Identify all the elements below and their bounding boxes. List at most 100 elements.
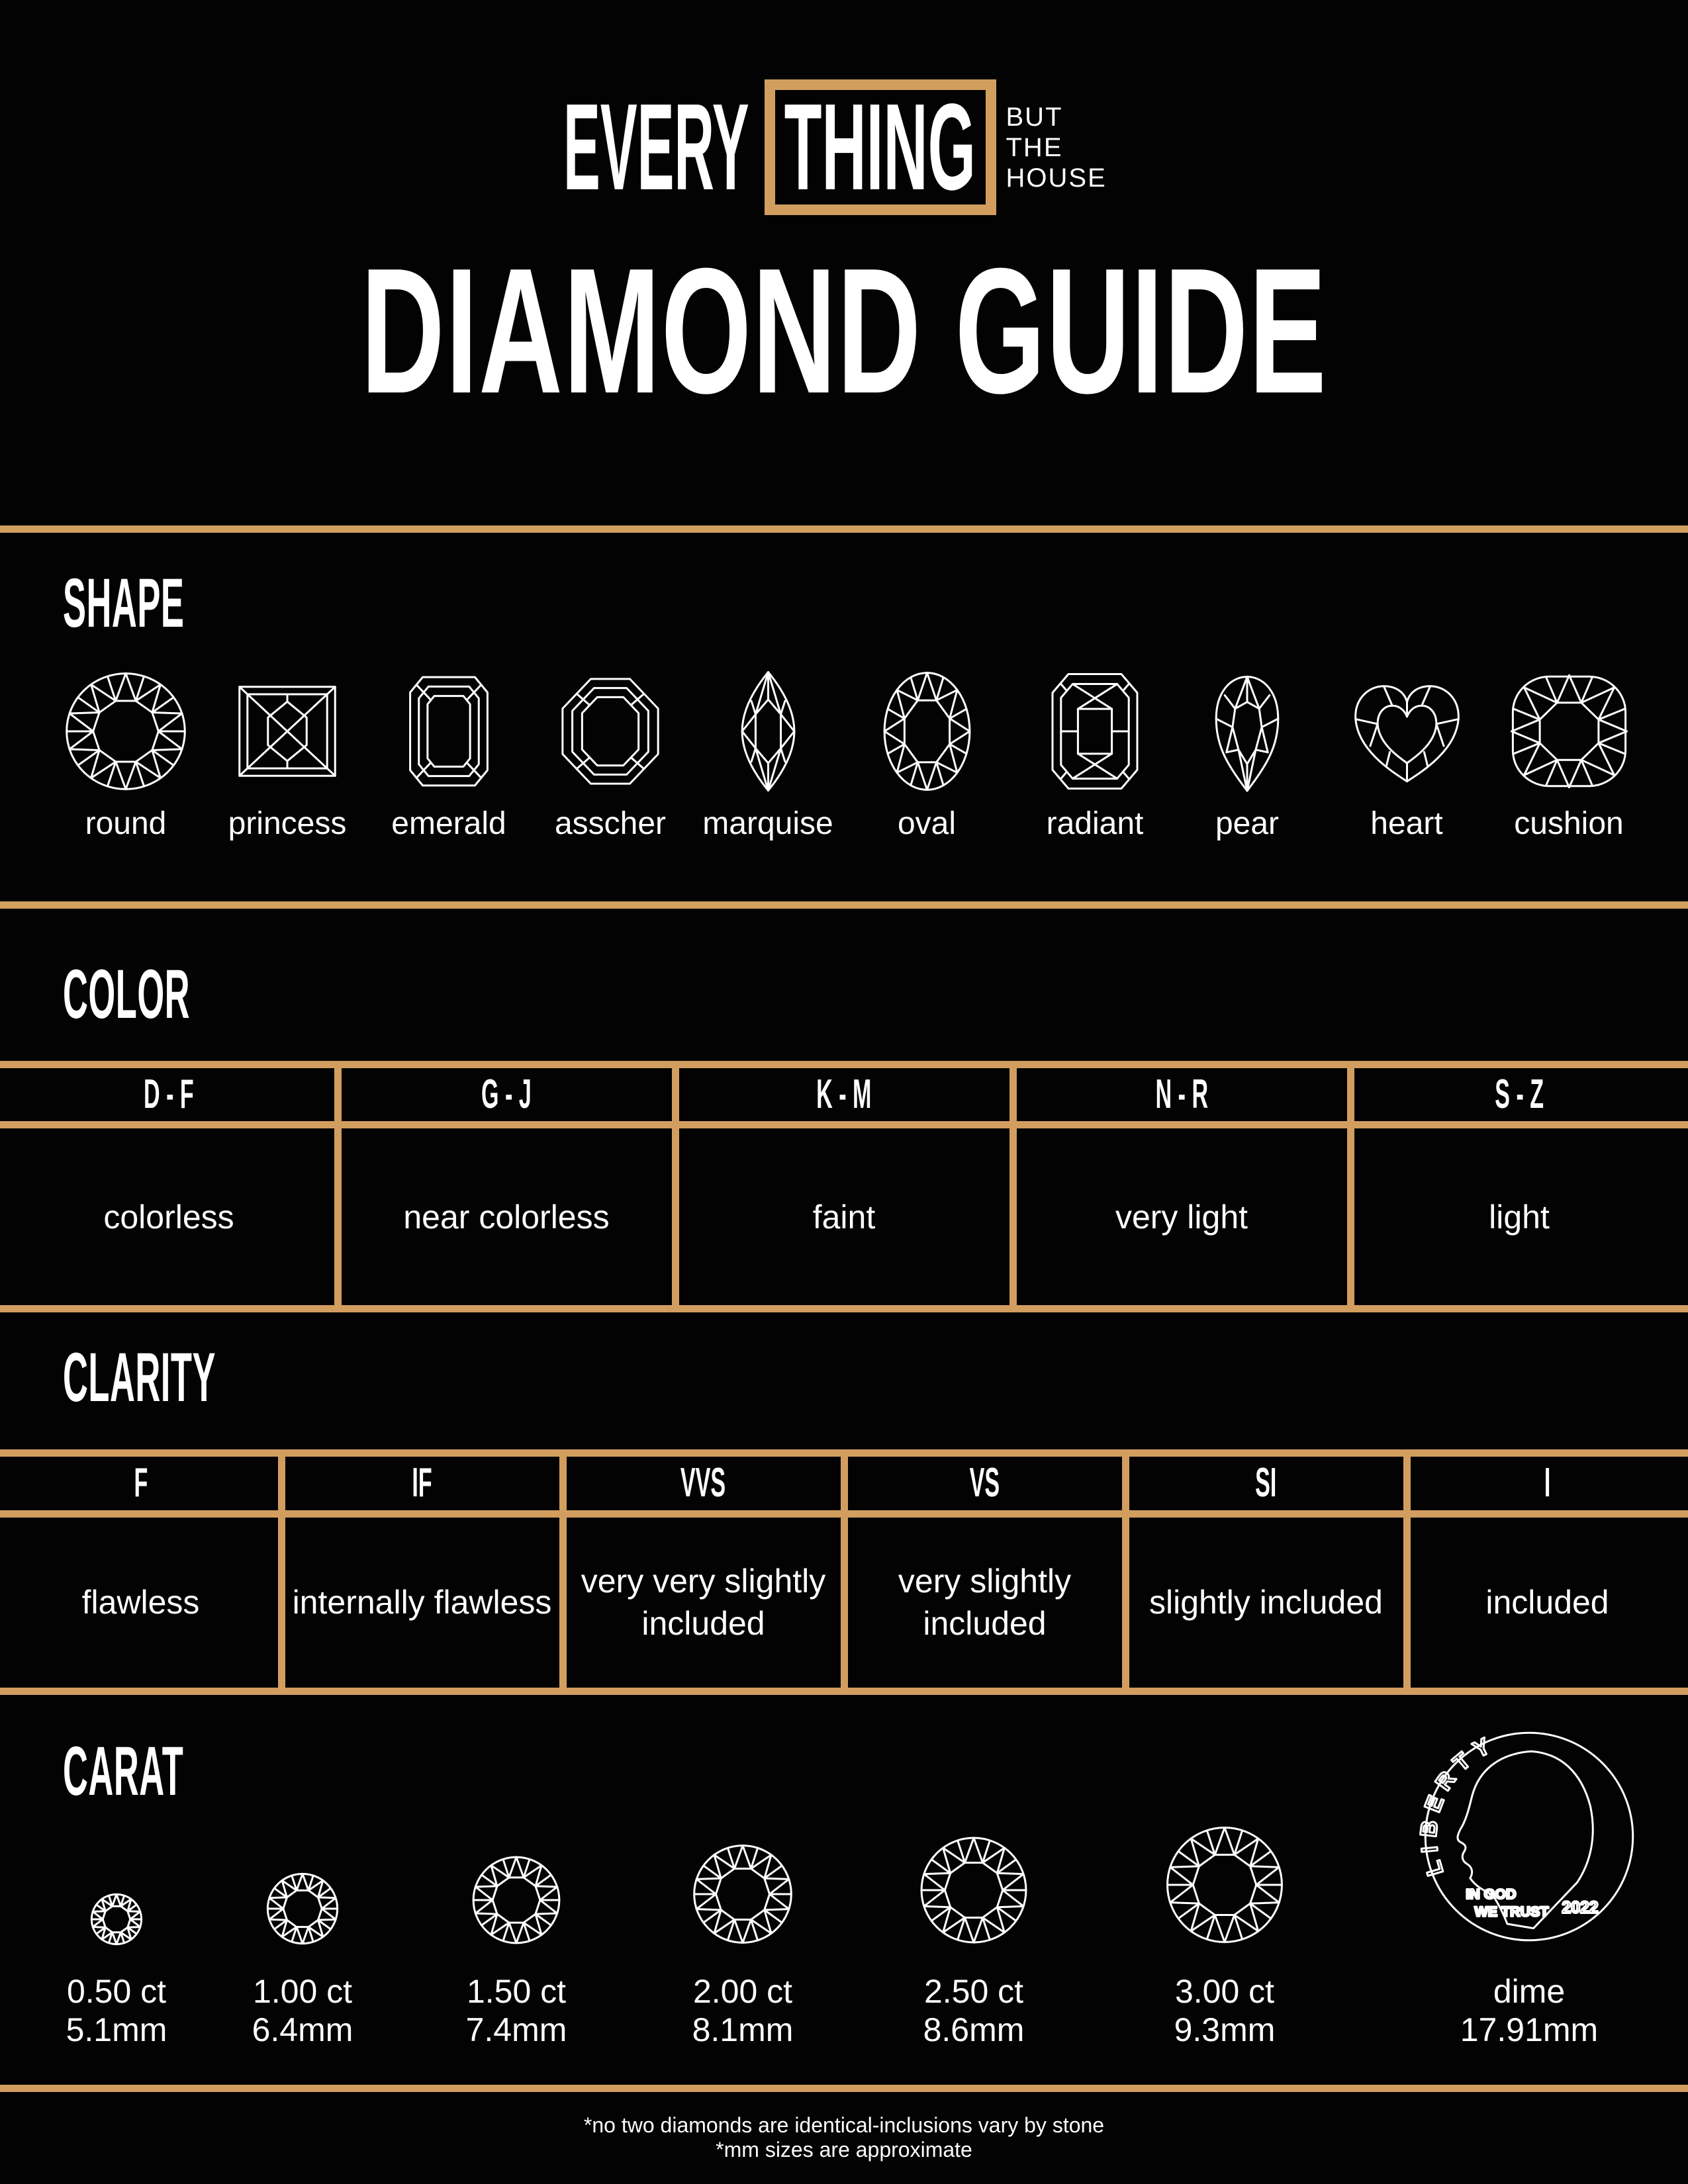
dime-year: 2022 bbox=[1562, 1899, 1599, 1917]
clarity-desc-cell: slightly included bbox=[1127, 1517, 1405, 1688]
carat-mm-label: 5.1mm bbox=[66, 2011, 167, 2048]
divider bbox=[0, 525, 1688, 533]
color-desc: very light bbox=[1115, 1198, 1248, 1236]
marquise-shape-icon bbox=[726, 668, 810, 794]
color-desc: near colorless bbox=[403, 1198, 610, 1236]
carat-round-icon bbox=[265, 1872, 340, 1946]
cushion-shape-icon bbox=[1508, 672, 1630, 791]
clarity-grade: IF bbox=[412, 1460, 432, 1506]
clarity-grade-cell: VS bbox=[844, 1456, 1125, 1510]
radiant-shape-icon bbox=[1042, 669, 1148, 794]
shape-label: emerald bbox=[391, 806, 506, 841]
round-shape-icon bbox=[63, 670, 189, 793]
table-rule bbox=[672, 1061, 679, 1312]
clarity-desc: very slightly included bbox=[898, 1563, 1072, 1642]
color-heading: COLOR bbox=[63, 956, 191, 1033]
table-rule bbox=[559, 1449, 567, 1695]
carat-mm-label: 7.4mm bbox=[465, 2011, 567, 2048]
heart-shape-icon bbox=[1346, 676, 1468, 786]
logo-tagline: BUT THE HOUSE bbox=[1006, 102, 1125, 193]
divider bbox=[0, 2085, 1688, 2092]
brand-logo: EVERY THING BUT THE HOUSE bbox=[0, 79, 1688, 215]
clarity-desc-cell: included bbox=[1408, 1517, 1687, 1688]
color-grade: S - Z bbox=[1495, 1071, 1544, 1117]
color-desc-cell: near colorless bbox=[338, 1128, 675, 1305]
clarity-desc-cell: flawless bbox=[1, 1517, 280, 1688]
color-desc-cell: faint bbox=[675, 1128, 1013, 1305]
page-title: DIAMOND GUIDE bbox=[361, 232, 1327, 431]
clarity-grade: VVS bbox=[680, 1460, 726, 1506]
shape-label: radiant bbox=[1046, 806, 1144, 841]
color-grade: N - R bbox=[1155, 1071, 1208, 1117]
table-rule bbox=[0, 1121, 1688, 1128]
logo-word-thing: THING bbox=[784, 78, 976, 216]
clarity-grade-cell: I bbox=[1407, 1456, 1688, 1510]
clarity-desc: slightly included bbox=[1149, 1584, 1383, 1621]
shape-heading: SHAPE bbox=[63, 565, 185, 642]
clarity-grade-cell: F bbox=[0, 1456, 281, 1510]
table-rule bbox=[0, 1305, 1688, 1312]
clarity-grade: F bbox=[134, 1460, 148, 1506]
roosevelt-profile-silhouette bbox=[1458, 1751, 1593, 1928]
table-rule bbox=[1403, 1449, 1411, 1695]
clarity-grade-cell: IF bbox=[281, 1456, 563, 1510]
clarity-heading: CLARITY bbox=[63, 1339, 216, 1416]
carat-mm-label: 8.1mm bbox=[692, 2011, 794, 2048]
table-rule bbox=[1122, 1449, 1129, 1695]
carat-round-icon bbox=[918, 1835, 1029, 1946]
princess-shape-icon bbox=[230, 678, 344, 784]
carat-ct-label: 1.00 ct bbox=[252, 1973, 353, 2010]
color-desc-cell: light bbox=[1350, 1128, 1688, 1305]
color-desc: light bbox=[1489, 1198, 1550, 1236]
clarity-desc: flawless bbox=[81, 1584, 200, 1621]
table-rule bbox=[1347, 1061, 1354, 1312]
pear-shape-icon bbox=[1204, 668, 1290, 794]
dime-liberty-text: LIBERTY bbox=[1416, 1730, 1501, 1878]
clarity-grade: SI bbox=[1255, 1460, 1277, 1506]
clarity-desc: internally flawless bbox=[292, 1584, 552, 1621]
dime-motto-line2: WE TRUST bbox=[1475, 1903, 1549, 1919]
footnote-2: *mm sizes are approximate bbox=[716, 2138, 972, 2161]
color-desc-cell: colorless bbox=[0, 1128, 338, 1305]
dime-icon: LIBERTY IN GOD WE TRUST 2022 bbox=[1415, 1729, 1638, 1946]
shape-label: oval bbox=[897, 806, 957, 841]
footnote-1: *no two diamonds are identical-inclusion… bbox=[583, 2113, 1105, 2137]
clarity-desc: very very slightly included bbox=[581, 1563, 826, 1642]
color-grade-cell: G - J bbox=[338, 1068, 675, 1121]
carat-round-icon bbox=[90, 1893, 143, 1946]
shape-label: cushion bbox=[1514, 806, 1624, 841]
carat-heading: CARAT bbox=[63, 1733, 184, 1810]
logo-word-every: EVERY bbox=[563, 78, 749, 216]
carat-ct-label: 0.50 ct bbox=[66, 1973, 167, 2010]
carat-mm-label: 8.6mm bbox=[923, 2011, 1025, 2048]
clarity-grade-cell: SI bbox=[1125, 1456, 1407, 1510]
table-rule bbox=[841, 1449, 848, 1695]
color-grade: G - J bbox=[481, 1071, 532, 1117]
color-grade: K - M bbox=[816, 1071, 872, 1117]
clarity-desc-cell: internally flawless bbox=[283, 1517, 561, 1688]
carat-ct-label: 3.00 ct bbox=[1174, 1973, 1275, 2010]
table-rule bbox=[334, 1061, 342, 1312]
shape-label: heart bbox=[1370, 806, 1443, 841]
color-grade-cell: N - R bbox=[1013, 1068, 1350, 1121]
color-desc: faint bbox=[812, 1198, 876, 1236]
carat-ct-label: 1.50 ct bbox=[466, 1973, 567, 2010]
shape-label: round bbox=[85, 806, 167, 841]
color-grade: D - F bbox=[144, 1071, 194, 1117]
table-rule bbox=[1009, 1061, 1017, 1312]
shape-label: pear bbox=[1215, 806, 1280, 841]
clarity-desc-cell: very very slightly included bbox=[564, 1517, 843, 1688]
dime-motto-line1: IN GOD bbox=[1466, 1886, 1516, 1902]
clarity-desc-cell: very slightly included bbox=[845, 1517, 1124, 1688]
asscher-shape-icon bbox=[556, 674, 665, 788]
carat-mm-label: 9.3mm bbox=[1174, 2011, 1276, 2048]
shape-label: marquise bbox=[702, 806, 833, 841]
clarity-grade: I bbox=[1544, 1460, 1551, 1506]
carat-round-icon bbox=[1164, 1824, 1286, 1946]
dime-mm: 17.91mm bbox=[1460, 2011, 1599, 2048]
color-grade-cell: K - M bbox=[675, 1068, 1013, 1121]
logo-tagline-line: HOUSE bbox=[1006, 163, 1107, 193]
carat-mm-label: 6.4mm bbox=[252, 2011, 353, 2048]
shape-label: princess bbox=[228, 806, 347, 841]
color-grade-cell: S - Z bbox=[1350, 1068, 1688, 1121]
